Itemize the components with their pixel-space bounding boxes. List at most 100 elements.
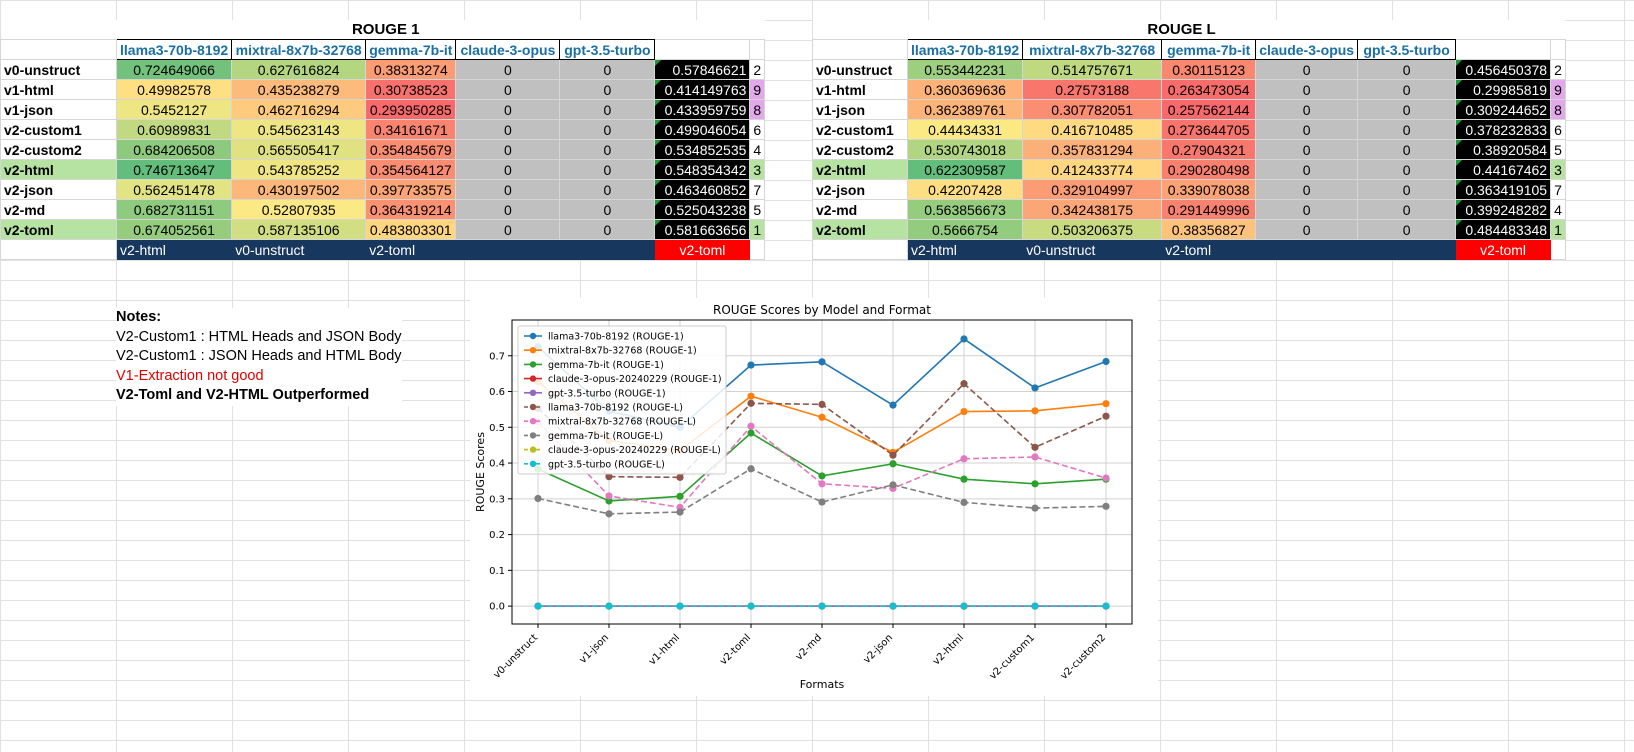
rouge1-header-gpt[interactable]: gpt-3.5-turbo xyxy=(559,39,656,60)
cell-mixtral[interactable]: 0.27573188 xyxy=(1022,79,1163,100)
cell-average[interactable]: 0.57846621 xyxy=(654,59,751,80)
cell-rank[interactable]: 3 xyxy=(1550,159,1566,180)
row-label[interactable]: v2-json xyxy=(0,179,117,200)
cell-llama[interactable]: 0.44434331 xyxy=(906,119,1024,140)
cell-average[interactable]: 0.44167462 xyxy=(1455,159,1552,180)
cell-average[interactable]: 0.399248282 xyxy=(1455,199,1552,220)
cell-rank[interactable]: 1 xyxy=(749,219,766,240)
note-line-4[interactable]: V2-Toml and V2-HTML Outperformed xyxy=(116,387,370,403)
rougeL-header-gpt[interactable]: gpt-3.5-turbo xyxy=(1357,39,1457,60)
cell-mixtral[interactable]: 0.503206375 xyxy=(1022,219,1163,240)
rouge1-header-gemma[interactable]: gemma-7b-it xyxy=(365,39,457,60)
cell-mixtral[interactable]: 0.357831294 xyxy=(1022,139,1163,160)
cell-average[interactable]: 0.534852535 xyxy=(654,139,751,160)
cell-gpt[interactable]: 0 xyxy=(559,79,656,100)
rougeL-best-llama[interactable]: v2-html xyxy=(906,239,1024,260)
cell-gpt[interactable]: 0 xyxy=(1357,199,1457,220)
cell-llama[interactable]: 0.674052561 xyxy=(115,219,233,240)
cell-llama[interactable]: 0.362389761 xyxy=(906,99,1024,120)
cell-rank[interactable]: 8 xyxy=(749,99,766,120)
cell-gemma[interactable]: 0.38313274 xyxy=(365,59,457,80)
cell-gpt[interactable]: 0 xyxy=(559,199,656,220)
cell-rank[interactable]: 6 xyxy=(1550,119,1566,140)
cell-llama[interactable]: 0.562451478 xyxy=(115,179,233,200)
cell-rank[interactable]: 2 xyxy=(749,59,766,80)
cell-mixtral[interactable]: 0.430197502 xyxy=(231,179,367,200)
cell-gemma[interactable]: 0.38356827 xyxy=(1161,219,1257,240)
cell-claude[interactable]: 0 xyxy=(1255,119,1359,140)
cell-gpt[interactable]: 0 xyxy=(1357,99,1457,120)
cell-gemma[interactable]: 0.273644705 xyxy=(1161,119,1257,140)
cell-gemma[interactable]: 0.257562144 xyxy=(1161,99,1257,120)
cell-mixtral[interactable]: 0.52807935 xyxy=(231,199,367,220)
row-label[interactable]: v2-html xyxy=(0,159,117,180)
row-label[interactable]: v2-custom1 xyxy=(0,119,117,140)
cell-average[interactable]: 0.433959759 xyxy=(654,99,751,120)
cell-gpt[interactable]: 0 xyxy=(559,179,656,200)
cell-mixtral[interactable]: 0.329104997 xyxy=(1022,179,1163,200)
cell-mixtral[interactable]: 0.462716294 xyxy=(231,99,367,120)
cell-claude[interactable]: 0 xyxy=(455,79,561,100)
rouge1-best-claude[interactable] xyxy=(455,239,561,260)
row-label[interactable]: v2-custom2 xyxy=(0,139,117,160)
cell-claude[interactable]: 0 xyxy=(455,219,561,240)
cell-llama[interactable]: 0.563856673 xyxy=(906,199,1024,220)
row-label[interactable]: v2-html xyxy=(812,159,908,180)
rougeL-best-claude[interactable] xyxy=(1255,239,1359,260)
rouge1-best-mixtral[interactable]: v0-unstruct xyxy=(231,239,367,260)
cell-llama[interactable]: 0.5666754 xyxy=(906,219,1024,240)
cell-average[interactable]: 0.414149763 xyxy=(654,79,751,100)
row-label[interactable]: v0-unstruct xyxy=(0,59,117,80)
cell-gpt[interactable]: 0 xyxy=(1357,119,1457,140)
row-label[interactable]: v1-html xyxy=(812,79,908,100)
cell-mixtral[interactable]: 0.416710485 xyxy=(1022,119,1163,140)
cell-mixtral[interactable]: 0.627616824 xyxy=(231,59,367,80)
cell-average[interactable]: 0.463460852 xyxy=(654,179,751,200)
cell-average[interactable]: 0.499046054 xyxy=(654,119,751,140)
cell-gemma[interactable]: 0.483803301 xyxy=(365,219,457,240)
rougeL-header-gemma[interactable]: gemma-7b-it xyxy=(1161,39,1257,60)
rouge-chart[interactable]: ROUGE Scores by Model and Format 0.0 0.1 0.… xyxy=(470,298,1158,696)
cell-rank[interactable]: 9 xyxy=(749,79,766,100)
cell-gpt[interactable]: 0 xyxy=(1357,219,1457,240)
cell-gemma[interactable]: 0.290280498 xyxy=(1161,159,1257,180)
row-label[interactable]: v2-json xyxy=(812,179,908,200)
cell-average[interactable]: 0.378232833 xyxy=(1455,119,1552,140)
cell-claude[interactable]: 0 xyxy=(455,179,561,200)
cell-gpt[interactable]: 0 xyxy=(1357,159,1457,180)
rouge1-header-claude[interactable]: claude-3-opus xyxy=(455,39,561,60)
cell-gpt[interactable]: 0 xyxy=(1357,79,1457,100)
cell-llama[interactable]: 0.42207428 xyxy=(906,179,1024,200)
cell-average[interactable]: 0.363419105 xyxy=(1455,179,1552,200)
cell-average[interactable]: 0.456450378 xyxy=(1455,59,1552,80)
rouge1-best-gpt[interactable] xyxy=(559,239,656,260)
rougeL-best-mixtral[interactable]: v0-unstruct xyxy=(1022,239,1163,260)
cell-gemma[interactable]: 0.34161671 xyxy=(365,119,457,140)
rougeL-best-avg[interactable]: v2-toml xyxy=(1455,239,1552,260)
row-label[interactable]: v1-json xyxy=(0,99,117,120)
cell-mixtral[interactable]: 0.545623143 xyxy=(231,119,367,140)
cell-claude[interactable]: 0 xyxy=(455,119,561,140)
cell-gpt[interactable]: 0 xyxy=(559,99,656,120)
rougeL-best-gemma[interactable]: v2-toml xyxy=(1161,239,1257,260)
cell-claude[interactable]: 0 xyxy=(455,199,561,220)
cell-rank[interactable]: 4 xyxy=(1550,199,1566,220)
cell-gemma[interactable]: 0.263473054 xyxy=(1161,79,1257,100)
cell-gpt[interactable]: 0 xyxy=(559,219,656,240)
cell-rank[interactable]: 6 xyxy=(749,119,766,140)
cell-mixtral[interactable]: 0.514757671 xyxy=(1022,59,1163,80)
cell-claude[interactable]: 0 xyxy=(1255,99,1359,120)
cell-mixtral[interactable]: 0.342438175 xyxy=(1022,199,1163,220)
row-label[interactable]: v2-toml xyxy=(0,219,117,240)
cell-claude[interactable]: 0 xyxy=(1255,219,1359,240)
note-line-1[interactable]: V2-Custom1 : HTML Heads and JSON Body xyxy=(116,328,402,345)
cell-mixtral[interactable]: 0.412433774 xyxy=(1022,159,1163,180)
cell-gemma[interactable]: 0.30115123 xyxy=(1161,59,1257,80)
cell-mixtral[interactable]: 0.587135106 xyxy=(231,219,367,240)
cell-llama[interactable]: 0.724649066 xyxy=(115,59,233,80)
cell-rank[interactable]: 8 xyxy=(1550,99,1566,120)
rouge1-best-gemma[interactable]: v2-toml xyxy=(365,239,457,260)
cell-average[interactable]: 0.38920584 xyxy=(1455,139,1552,160)
cell-llama[interactable]: 0.684206508 xyxy=(115,139,233,160)
cell-rank[interactable]: 3 xyxy=(749,159,766,180)
